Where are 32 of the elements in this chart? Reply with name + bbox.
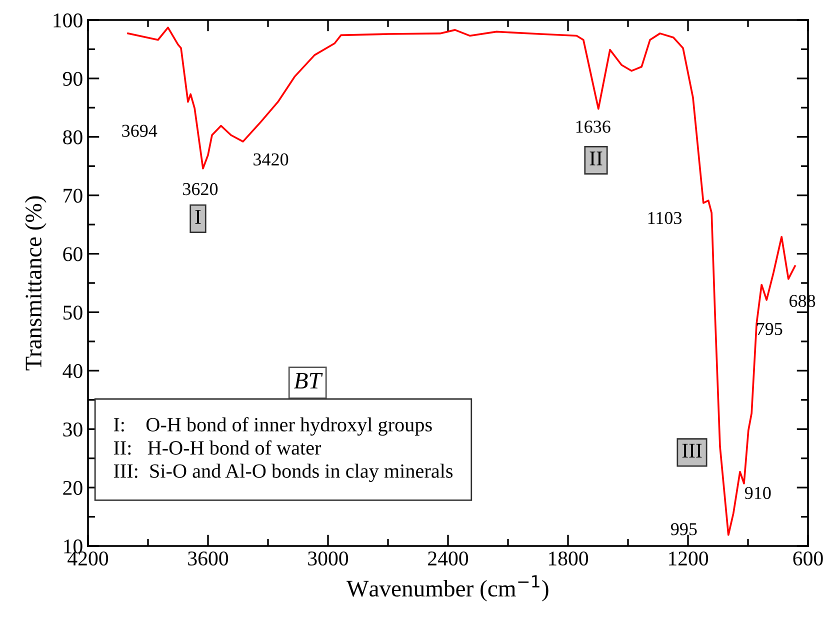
annotation: 3420: [254, 153, 288, 166]
annotation: 1636: [576, 120, 610, 133]
y-tick-label: 30: [63, 422, 82, 437]
y-tick-label: 60: [63, 247, 82, 262]
annotation: I: O-H bond of inner hydroxyl groups II: H-O-H bond of water III: Si-O and Al-O bonds in clay minerals: [114, 417, 453, 482]
y-tick-label: 20: [63, 480, 82, 495]
y-tick-label: 50: [64, 306, 82, 320]
annotation: 795: [757, 322, 782, 336]
y-axis-title: Transmittance (%): [24, 196, 46, 370]
x-tick-label: 3000: [308, 551, 348, 566]
annotation: 995: [670, 523, 697, 536]
x-tick-label: 600: [793, 551, 823, 566]
x-tick-label: 2400: [428, 551, 468, 566]
x-axis-title: Wavenumber (cm$^{−1}$): [346, 575, 548, 602]
x-tick-label: 1800: [549, 551, 588, 566]
x-tick-label: 4200: [68, 551, 108, 566]
annotation: 910: [744, 486, 771, 500]
x-tick-label: 1200: [669, 551, 708, 566]
y-tick-label: 100: [54, 13, 82, 28]
annotation: 3620: [183, 183, 218, 196]
y-tick-label: 80: [63, 130, 82, 144]
y-tick-label: 10: [64, 539, 82, 554]
annotation: III: [682, 444, 702, 458]
annotation: I: [195, 210, 201, 224]
y-tick-label: 70: [64, 188, 82, 203]
y-tick-label: 40: [62, 364, 82, 378]
x-tick-label: 3600: [188, 551, 228, 566]
annotation: II: [590, 152, 602, 166]
y-tick-label: 90: [62, 72, 82, 86]
annotation: BT: [294, 372, 323, 388]
annotation: 3694: [122, 124, 158, 137]
annotation: 1103: [648, 212, 682, 224]
